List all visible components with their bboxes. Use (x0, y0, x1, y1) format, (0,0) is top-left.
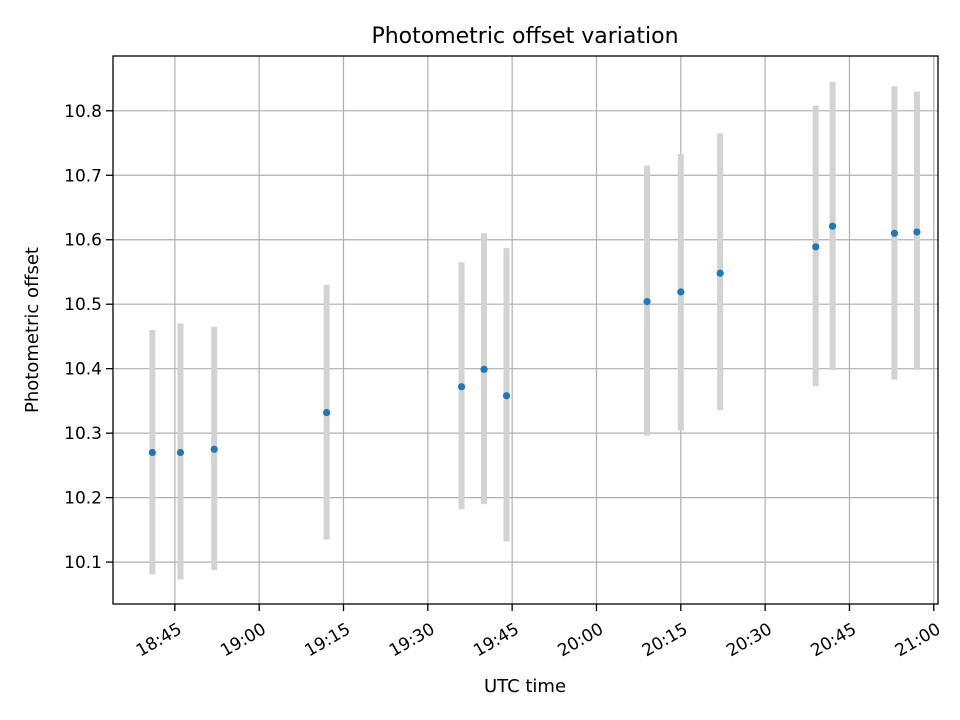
x-tick-label: 21:00 (892, 619, 944, 661)
data-point (677, 288, 685, 296)
x-tick-label: 20:45 (808, 619, 860, 661)
x-tick-label: 20:00 (555, 619, 607, 661)
x-tick-label: 19:00 (217, 619, 269, 661)
data-point (643, 298, 651, 306)
data-point (323, 408, 331, 417)
data-point (176, 448, 185, 457)
data-point (457, 383, 466, 391)
x-axis-label: UTC time (484, 676, 566, 697)
plot-frame (112, 55, 939, 605)
grid (113, 56, 938, 604)
x-axis-ticks: 18:45 19:00 19:15 19:30 19:45 20:00 20:15 20:30… (133, 604, 944, 661)
x-tick-label: 19:45 (470, 619, 522, 661)
x-tick-label: 18:45 (133, 619, 185, 661)
y-tick-label: 10.3 (64, 424, 102, 444)
y-axis-ticks: 10.1 10.2 10.3 10.4 10.5 10.6 10.7 10.8 (64, 102, 113, 573)
y-tick-label: 10.6 (64, 231, 102, 251)
data-point (716, 269, 724, 277)
data-point (913, 228, 921, 236)
data-points (148, 222, 921, 457)
data-point (502, 392, 511, 400)
y-axis-label: Photometric offset (22, 247, 43, 413)
errorbars (149, 81, 920, 580)
y-tick-label: 10.8 (64, 102, 102, 122)
chart-title: Photometric offset variation (371, 24, 678, 49)
x-tick-label: 19:15 (302, 619, 354, 661)
y-tick-label: 10.7 (64, 166, 102, 186)
data-point (210, 445, 218, 453)
data-point (890, 229, 899, 237)
data-point (480, 365, 488, 373)
x-tick-label: 20:30 (723, 619, 775, 661)
x-tick-label: 19:30 (386, 619, 438, 661)
y-tick-label: 10.1 (64, 553, 102, 573)
data-point (828, 222, 837, 230)
x-tick-label: 20:15 (639, 619, 691, 661)
y-tick-label: 10.2 (64, 489, 102, 509)
y-tick-label: 10.5 (64, 295, 102, 315)
data-point (148, 448, 156, 457)
data-point (812, 243, 820, 251)
y-tick-label: 10.4 (64, 360, 102, 380)
